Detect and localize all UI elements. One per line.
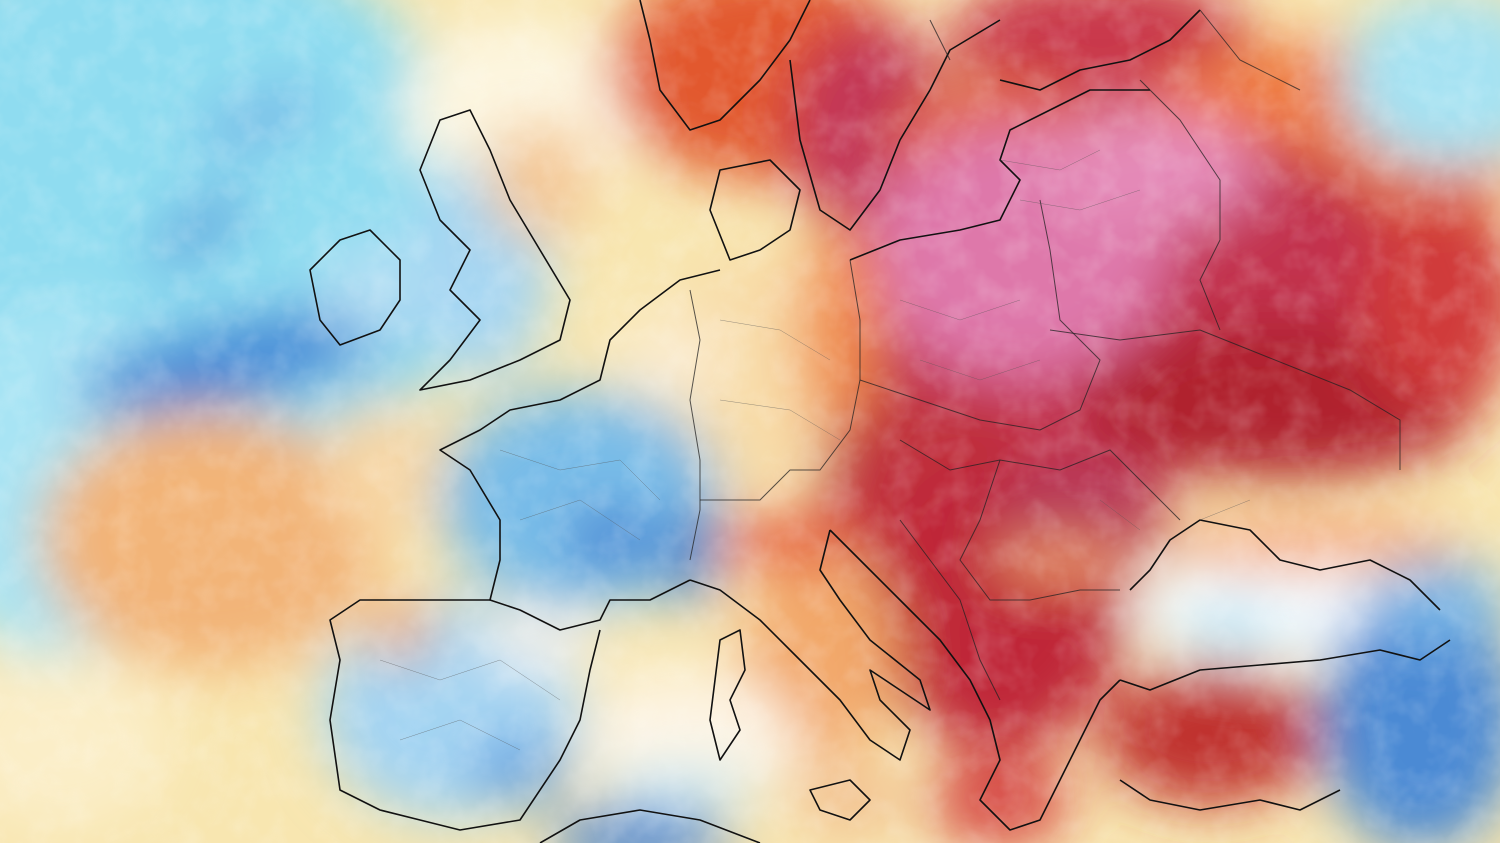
border (700, 259, 861, 501)
regional-line (999, 149, 1251, 531)
ireland-coast (309, 229, 401, 346)
sicily-coast (809, 779, 871, 821)
norway-coast (639, 0, 811, 131)
italy-coast (689, 529, 931, 761)
gulf-finland-coast (999, 9, 1201, 91)
regional-line (719, 299, 1041, 441)
denmark-coast (709, 159, 801, 261)
regional-lines (379, 149, 1251, 751)
africa-coast (539, 809, 761, 843)
france-coast (439, 269, 721, 631)
border (859, 199, 1101, 431)
sweden-coast (789, 19, 1001, 231)
border (1139, 79, 1221, 331)
borders (689, 9, 1401, 701)
regional-line (379, 449, 661, 751)
britain-coast (419, 109, 571, 391)
border (899, 519, 1001, 701)
adriatic-greece-coast (829, 529, 1121, 831)
border (1049, 329, 1401, 470)
iberia-coast (329, 599, 601, 831)
border (959, 459, 1120, 601)
baltic-south-coast (849, 89, 1150, 261)
corsica-sardinia-coast (709, 629, 746, 761)
border (689, 289, 701, 561)
turkey-north-coast (1119, 639, 1451, 691)
border (899, 439, 1181, 521)
border (929, 9, 1301, 91)
turkey-south-coast (1119, 779, 1341, 811)
coastlines (309, 0, 1451, 843)
black-sea-north-coast (1129, 519, 1441, 611)
